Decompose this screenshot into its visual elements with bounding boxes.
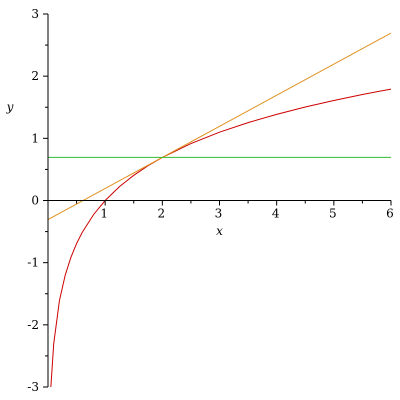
x-tick-label: 2 <box>158 207 166 221</box>
axis-ticks: 1 2 3 4 5 6 3 2 1 0 -1 -2 -3 <box>27 7 394 394</box>
series-line-2 <box>47 32 392 221</box>
y-tick-label: 3 <box>31 7 39 21</box>
x-tick-label: 6 <box>386 207 394 221</box>
y-tick-label: -3 <box>27 380 39 394</box>
y-axis-label: y <box>6 100 14 114</box>
x-tick-label: 1 <box>100 207 108 221</box>
y-tick-label: -2 <box>27 318 39 332</box>
y-tick-label: 2 <box>31 69 39 83</box>
x-tick-label: 5 <box>329 207 337 221</box>
series-line-1 <box>50 88 392 388</box>
x-tick-label: 4 <box>272 207 280 221</box>
y-tick-label: -1 <box>27 256 39 270</box>
y-tick-label: 0 <box>31 194 39 208</box>
x-tick-label: 3 <box>215 207 223 221</box>
curves-group <box>47 32 392 388</box>
x-axis-label: x <box>216 224 223 238</box>
y-tick-label: 1 <box>31 131 39 145</box>
